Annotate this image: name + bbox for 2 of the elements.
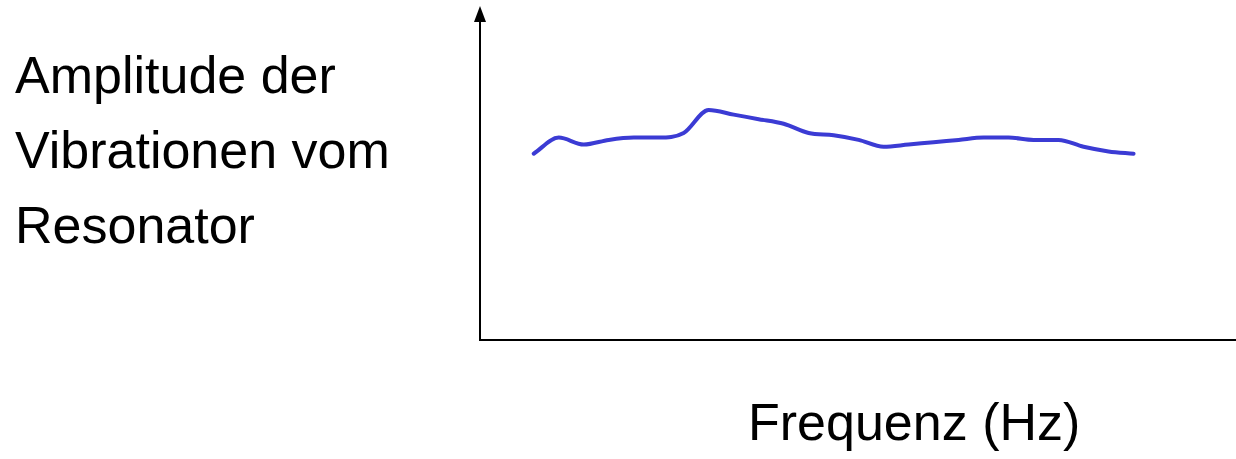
- y-axis-title: Amplitude der Vibrationen vom Resonator: [15, 45, 391, 256]
- x-axis-title: Frequenz (Hz): [748, 392, 1081, 452]
